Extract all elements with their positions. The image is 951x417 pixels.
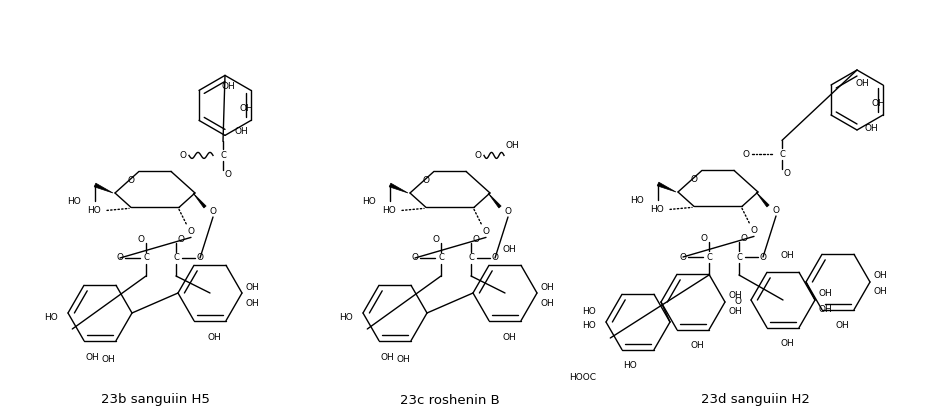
Text: OH: OH [245,299,259,307]
Text: O: O [180,151,186,160]
Text: HO: HO [582,307,596,317]
Text: HO: HO [631,196,644,204]
Text: O: O [734,296,742,306]
Text: OH: OH [222,82,235,91]
Text: O: O [412,254,418,262]
Text: OH: OH [780,339,794,349]
Text: OH: OH [728,307,742,317]
Text: HOOC: HOOC [569,372,596,382]
Text: OH: OH [864,123,878,133]
Text: OH: OH [502,244,515,254]
Text: O: O [504,206,512,216]
Text: O: O [475,151,481,160]
Text: OH: OH [505,141,519,150]
Text: OH: OH [780,251,794,261]
Text: OH: OH [380,352,394,362]
Text: O: O [760,253,767,261]
Text: 23d sanguiin H2: 23d sanguiin H2 [701,394,809,407]
Text: OH: OH [873,271,887,281]
Text: O: O [117,254,124,262]
Text: O: O [784,169,790,178]
Text: HO: HO [582,322,596,331]
Polygon shape [193,193,206,208]
Text: O: O [772,206,780,214]
Text: C: C [736,253,742,261]
Text: O: O [187,227,195,236]
Text: O: O [482,227,490,236]
Text: O: O [197,254,204,262]
Text: OH: OH [239,104,253,113]
Text: O: O [743,150,749,159]
Text: O: O [224,170,231,179]
Text: OH: OH [397,354,410,364]
Text: HO: HO [362,196,376,206]
Text: HO: HO [650,205,664,214]
Text: HO: HO [87,206,101,215]
Polygon shape [488,193,501,208]
Polygon shape [756,192,769,207]
Text: O: O [209,206,217,216]
Text: OH: OH [818,306,832,314]
Text: OH: OH [245,282,259,291]
Text: HO: HO [340,312,353,322]
Polygon shape [94,183,113,193]
Text: OH: OH [690,342,704,351]
Text: C: C [220,151,226,160]
Text: HO: HO [623,362,637,370]
Text: OH: OH [234,127,248,136]
Text: C: C [468,254,474,262]
Text: OH: OH [540,299,553,307]
Text: OH: OH [86,352,99,362]
Polygon shape [657,182,676,192]
Text: HO: HO [382,206,396,215]
Text: O: O [178,234,184,244]
Text: OH: OH [502,332,515,342]
Text: OH: OH [835,322,849,331]
Text: O: O [422,176,430,185]
Polygon shape [389,183,408,193]
Text: O: O [473,234,479,244]
Text: O: O [690,175,697,184]
Text: OH: OH [855,78,869,88]
Text: O: O [127,176,134,185]
Text: HO: HO [45,312,58,322]
Text: O: O [433,234,439,244]
Text: O: O [138,234,145,244]
Text: OH: OH [873,287,887,296]
Text: OH: OH [540,282,553,291]
Text: 23c roshenin B: 23c roshenin B [400,394,500,407]
Text: C: C [438,254,444,262]
Text: C: C [706,253,712,261]
Text: O: O [701,234,708,243]
Text: HO: HO [68,196,81,206]
Text: O: O [741,234,747,243]
Text: C: C [173,254,179,262]
Text: OH: OH [871,98,884,108]
Text: O: O [680,253,687,261]
Text: O: O [750,226,758,235]
Text: OH: OH [728,291,742,301]
Text: OH: OH [207,332,221,342]
Text: O: O [492,254,498,262]
Text: 23b sanguiin H5: 23b sanguiin H5 [101,394,209,407]
Text: OH: OH [818,289,832,299]
Text: C: C [779,150,785,159]
Text: OH: OH [101,354,115,364]
Text: C: C [143,254,149,262]
